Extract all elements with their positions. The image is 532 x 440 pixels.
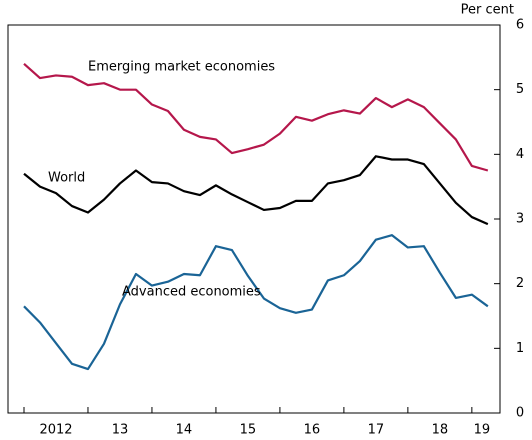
y-tick-label: 1 [516,341,524,356]
y-tick-label: 2 [516,276,524,291]
series-label: Advanced economies [122,285,261,300]
y-axis-label: Per cent [461,3,514,18]
x-tick-label: 16 [304,423,321,438]
x-tick-label: 17 [368,423,385,438]
x-tick-label: 18 [432,423,449,438]
y-tick-label: 4 [516,147,524,162]
series-line [23,155,489,226]
y-tick-label: 6 [516,18,524,33]
x-tick-label: 2012 [39,423,72,438]
series-label: Emerging market economies [88,60,275,75]
x-tick-label: 15 [240,423,257,438]
series-line [23,62,489,172]
y-tick-label: 0 [516,406,524,421]
y-tick-label: 3 [516,212,524,227]
y-tick-label: 5 [516,82,524,97]
x-tick-label: 14 [176,423,193,438]
x-tick-label: 13 [112,423,129,438]
plot-frame [7,24,501,414]
x-tick-label: 19 [474,423,491,438]
series-line [23,234,489,371]
series-label: World [48,171,85,186]
